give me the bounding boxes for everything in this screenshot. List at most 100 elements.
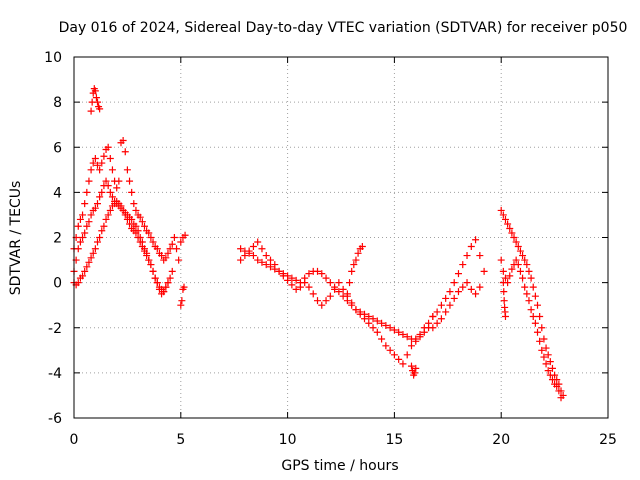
series-midday-track-a xyxy=(237,238,437,368)
chart-title: Day 016 of 2024, Sidereal Day-to-day VTE… xyxy=(59,20,628,36)
data-point xyxy=(160,288,168,296)
data-point xyxy=(123,166,131,174)
data-point xyxy=(360,310,368,318)
data-point xyxy=(343,290,351,298)
data-point xyxy=(322,274,330,282)
data-point xyxy=(79,234,87,241)
y-tick-label: -4 xyxy=(48,366,62,382)
series-midday-track-b xyxy=(237,245,433,345)
data-point xyxy=(85,177,93,185)
data-point xyxy=(79,211,87,219)
data-point xyxy=(499,267,507,275)
data-point xyxy=(390,326,398,334)
data-point xyxy=(305,283,313,291)
data-point xyxy=(85,258,93,266)
data-point xyxy=(548,376,556,384)
data-point xyxy=(386,346,394,354)
data-point xyxy=(147,261,155,269)
data-point xyxy=(508,229,516,237)
data-point xyxy=(399,331,407,339)
data-point xyxy=(138,243,146,251)
data-point xyxy=(348,301,356,309)
data-point xyxy=(331,283,339,291)
data-point xyxy=(314,297,322,305)
data-point xyxy=(92,94,100,102)
x-tick-label: 15 xyxy=(385,432,403,448)
data-point xyxy=(499,211,507,219)
data-point xyxy=(181,231,189,239)
data-point xyxy=(166,274,174,282)
data-point xyxy=(149,267,157,275)
x-tick-label: 0 xyxy=(70,432,79,448)
x-tick-label: 20 xyxy=(492,432,510,448)
data-point xyxy=(87,254,95,262)
data-point xyxy=(74,279,82,287)
data-point xyxy=(326,292,334,300)
data-point xyxy=(378,319,386,327)
data-point xyxy=(301,274,309,282)
data-point xyxy=(85,218,93,226)
data-point xyxy=(450,279,458,287)
data-point xyxy=(117,202,125,210)
data-point xyxy=(121,211,129,219)
data-point xyxy=(87,211,95,219)
data-point xyxy=(369,324,377,332)
data-point xyxy=(145,256,153,264)
data-point xyxy=(527,274,535,282)
plot-frame xyxy=(73,56,609,419)
data-point xyxy=(534,328,542,336)
data-point xyxy=(352,306,360,314)
data-point xyxy=(382,321,390,329)
data-point xyxy=(175,256,183,264)
data-point xyxy=(147,234,155,241)
data-point xyxy=(168,267,176,275)
data-point xyxy=(499,279,507,287)
data-point xyxy=(83,188,91,196)
data-point xyxy=(106,188,114,196)
data-point xyxy=(96,166,104,174)
data-point xyxy=(98,188,106,196)
grid-lines xyxy=(74,57,608,418)
data-point xyxy=(245,249,253,257)
data-point xyxy=(512,256,520,264)
data-point xyxy=(108,193,116,201)
data-point xyxy=(262,252,270,260)
data-point xyxy=(180,283,188,291)
data-point xyxy=(531,319,539,327)
data-point xyxy=(87,107,95,115)
data-point xyxy=(81,229,89,237)
series-stray-points-near-5h xyxy=(177,283,188,309)
data-point xyxy=(500,288,508,296)
data-point xyxy=(153,279,161,287)
data-point xyxy=(93,98,101,106)
data-point xyxy=(258,258,266,266)
x-tick-label: 5 xyxy=(176,432,185,448)
series-late-track-a xyxy=(497,206,567,399)
data-point xyxy=(354,249,362,257)
data-point xyxy=(369,315,377,323)
data-point xyxy=(343,297,351,305)
data-point xyxy=(115,177,123,185)
data-point xyxy=(529,283,537,291)
data-point xyxy=(497,206,505,214)
data-point xyxy=(104,182,112,190)
data-point xyxy=(557,394,565,402)
data-point xyxy=(540,335,548,343)
data-point xyxy=(508,265,516,273)
data-point xyxy=(136,213,144,221)
y-axis-label: SDTVAR / TECUs xyxy=(8,181,24,296)
series-late-track-b xyxy=(497,256,565,402)
data-point xyxy=(288,281,296,289)
data-point xyxy=(536,312,544,320)
data-point xyxy=(429,312,437,320)
series-evening-track xyxy=(429,236,488,320)
data-point xyxy=(339,292,347,300)
data-point xyxy=(501,215,509,223)
data-point xyxy=(93,161,101,169)
data-point xyxy=(87,166,95,174)
data-point xyxy=(501,312,509,320)
data-point xyxy=(472,290,480,298)
data-point xyxy=(254,238,262,246)
data-point xyxy=(249,243,257,251)
